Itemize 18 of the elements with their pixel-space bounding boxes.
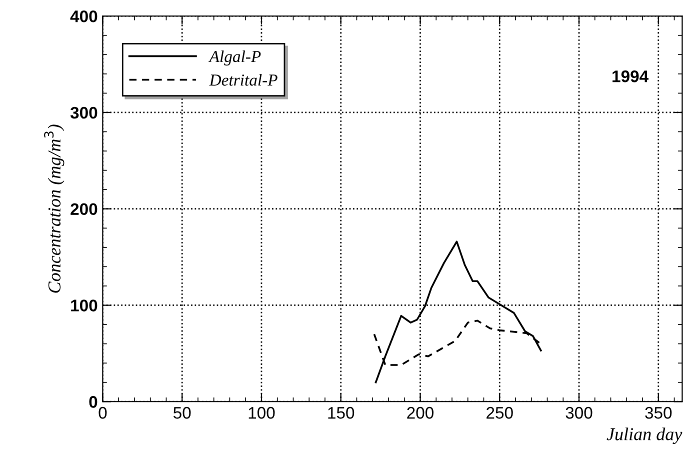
y-tick-label: 100: [71, 300, 98, 312]
y-tick-label: 200: [70, 203, 98, 216]
x-tick-label: 50: [173, 406, 191, 419]
x-tick-label: 250: [486, 406, 513, 419]
y-tick-label: 400: [70, 10, 98, 22]
x-tick-label: 350: [645, 406, 672, 419]
y-tick-label: 0: [89, 396, 98, 408]
x-tick-label: 300: [566, 406, 592, 419]
legend-label: Algal-P: [208, 50, 261, 66]
y-tick-label: 300: [70, 106, 98, 119]
x-tick-label: 0: [98, 406, 107, 419]
x-tick-label: 100: [248, 406, 275, 419]
x-tick-label: 150: [328, 406, 354, 419]
x-axis-title: Julian day: [606, 428, 682, 444]
legend-label: Detrital-P: [209, 74, 278, 86]
x-tick-label: 200: [407, 406, 434, 419]
annotation: 1994: [612, 70, 648, 82]
y-axis-title: Concentration (mg/m$^{3}$): [44, 124, 64, 293]
